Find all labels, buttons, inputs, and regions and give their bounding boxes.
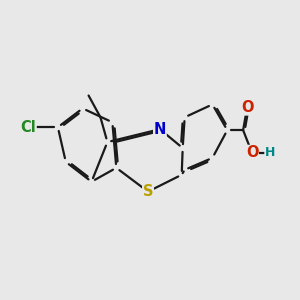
Text: H: H [265,146,275,160]
Text: Cl: Cl [20,120,36,135]
Text: N: N [154,122,166,137]
Text: O: O [246,146,258,160]
Text: O: O [241,100,253,115]
Text: S: S [143,184,153,199]
